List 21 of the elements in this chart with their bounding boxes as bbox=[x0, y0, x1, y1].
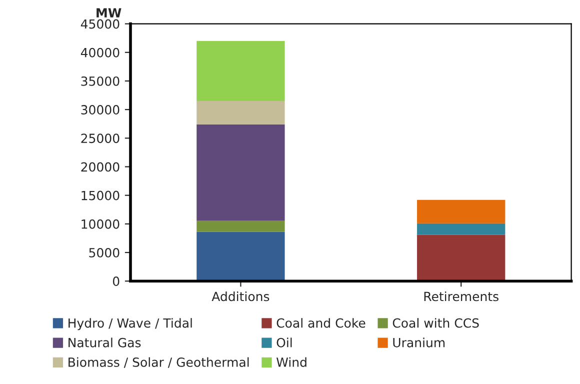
legend-label: Hydro / Wave / Tidal bbox=[68, 318, 192, 330]
legend-label: Coal and Coke bbox=[276, 318, 366, 328]
y-axis-title: MW bbox=[96, 8, 122, 18]
legend-label: Biomass / Solar / Geothermal bbox=[68, 357, 249, 368]
y-tick-label: 0 bbox=[112, 276, 120, 286]
legend-label: Uranium bbox=[393, 338, 445, 348]
y-tick-label: 20000 bbox=[81, 162, 120, 172]
legend-label: Coal with CCS bbox=[392, 318, 479, 328]
legend-label: Wind bbox=[276, 357, 306, 367]
y-tick-label: 45000 bbox=[80, 19, 120, 29]
y-tick-label: 40000 bbox=[80, 48, 120, 58]
legend-label: Oil bbox=[276, 338, 292, 348]
x-tick-label: Additions bbox=[212, 292, 270, 302]
y-tick-label: 30000 bbox=[81, 105, 120, 114]
y-tick-label: 25000 bbox=[81, 134, 120, 144]
y-tick-label: 15000 bbox=[82, 190, 120, 200]
legend-label: Natural Gas bbox=[68, 338, 141, 348]
x-tick-label: Retirements bbox=[424, 292, 498, 302]
y-tick-label: 5000 bbox=[89, 248, 120, 258]
y-tick-label: 10000 bbox=[82, 219, 120, 229]
y-tick-label: 35000 bbox=[81, 76, 120, 86]
